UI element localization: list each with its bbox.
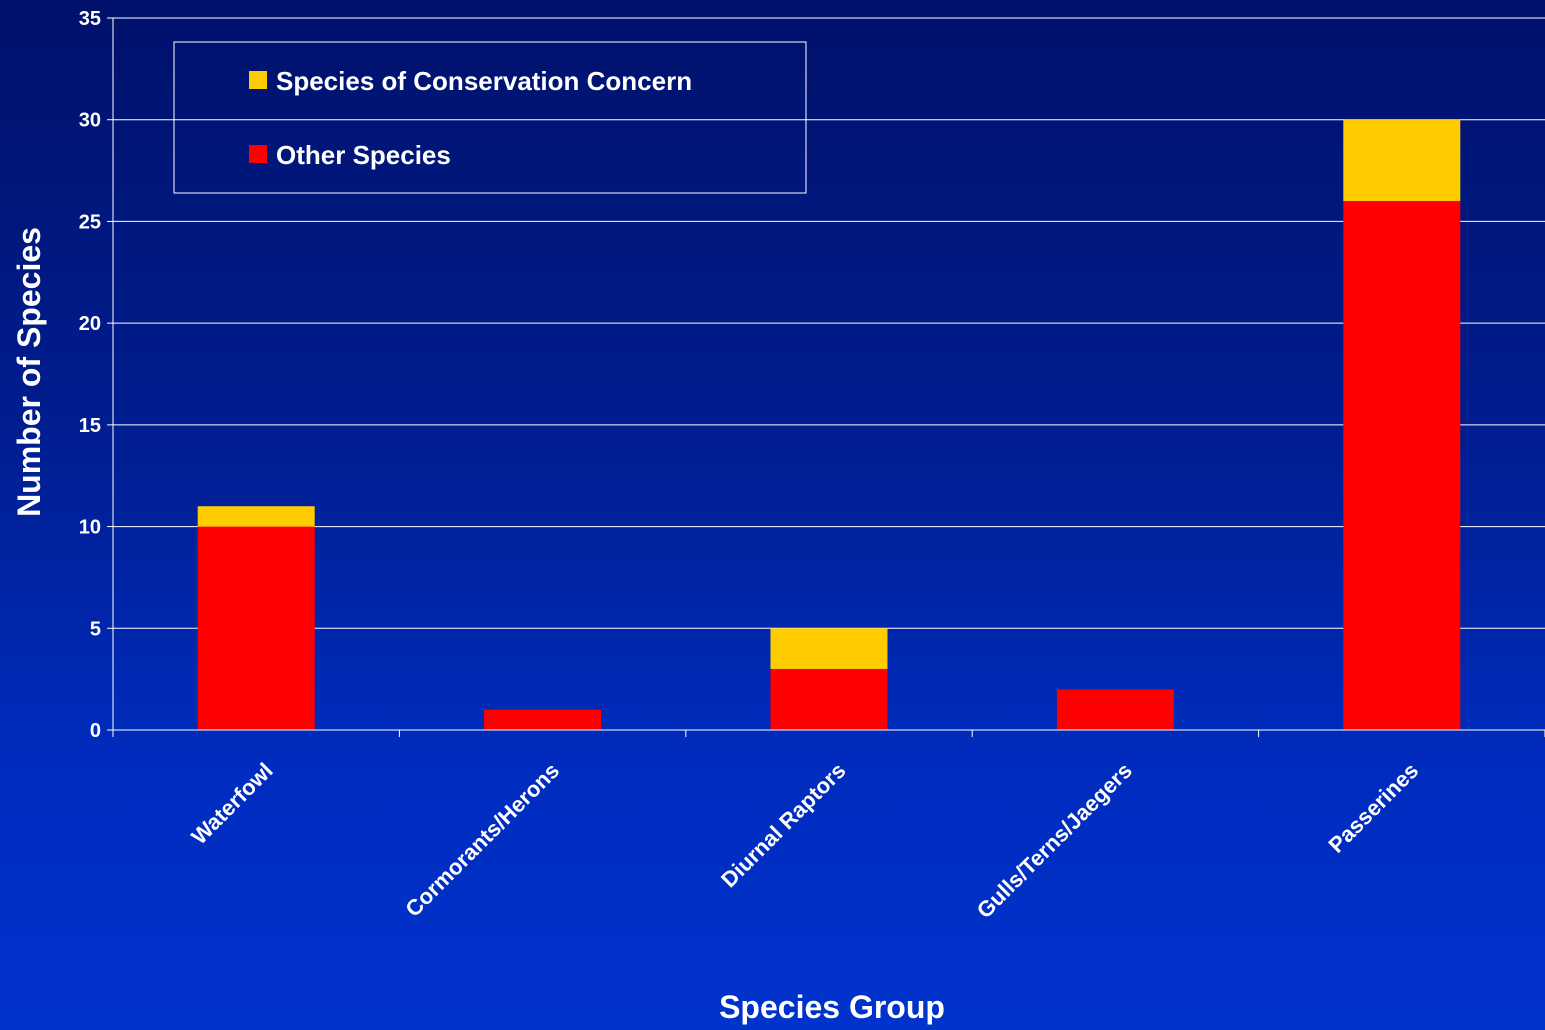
- bar-gulls-terns-jaegers-other-species: [1056, 689, 1174, 730]
- bar-passerines-species-of-conservation-concern: [1343, 119, 1461, 202]
- bar-waterfowl-other-species: [197, 526, 315, 730]
- x-tick-label-cormorants-herons: Cormorants/Herons: [400, 758, 564, 922]
- y-tick-label-10: 10: [79, 517, 101, 539]
- legend-swatch-other-species: [249, 145, 267, 163]
- legend-box: [173, 41, 807, 194]
- gridlines: [113, 17, 1545, 629]
- bars: [197, 119, 1461, 731]
- bar-diurnal-raptors-species-of-conservation-concern: [770, 628, 888, 669]
- legend-label-other-species: Other Species: [276, 140, 451, 170]
- y-tick-label-30: 30: [79, 110, 101, 132]
- x-axis-title: Species Group: [719, 989, 945, 1025]
- y-tick-label-25: 25: [79, 211, 101, 233]
- y-tick-label-15: 15: [79, 415, 101, 437]
- y-tick-label-0: 0: [90, 720, 101, 742]
- x-axis-ticks: Waterfowl Cormorants/Herons Diurnal Raptor…: [112, 730, 1545, 923]
- y-tick-label-35: 35: [79, 8, 101, 30]
- legend: Species of Conservation Concern Other Sp…: [173, 41, 807, 194]
- y-tick-label-5: 5: [90, 618, 101, 640]
- axes: [112, 18, 1545, 731]
- y-tick-label-20: 20: [79, 313, 101, 335]
- bar-cormorants-herons-other-species: [484, 709, 602, 730]
- bar-diurnal-raptors-other-species: [770, 668, 888, 730]
- x-tick-label-passerines: Passerines: [1323, 758, 1423, 858]
- y-axis-ticks: 0 5 10 15 20 25 30 35: [79, 8, 113, 742]
- x-tick-label-diurnal-raptors: Diurnal Raptors: [716, 758, 850, 892]
- x-tick-label-gulls-terns-jaegers: Gulls/Terns/Jaegers: [972, 758, 1137, 923]
- x-tick-label-waterfowl: Waterfowl: [186, 758, 277, 849]
- legend-swatch-conservation-concern: [249, 71, 267, 89]
- bar-waterfowl-species-of-conservation-concern: [197, 506, 315, 527]
- legend-label-conservation-concern: Species of Conservation Concern: [276, 66, 692, 96]
- bar-passerines-other-species: [1343, 201, 1461, 731]
- y-axis-title: Number of Species: [11, 227, 47, 517]
